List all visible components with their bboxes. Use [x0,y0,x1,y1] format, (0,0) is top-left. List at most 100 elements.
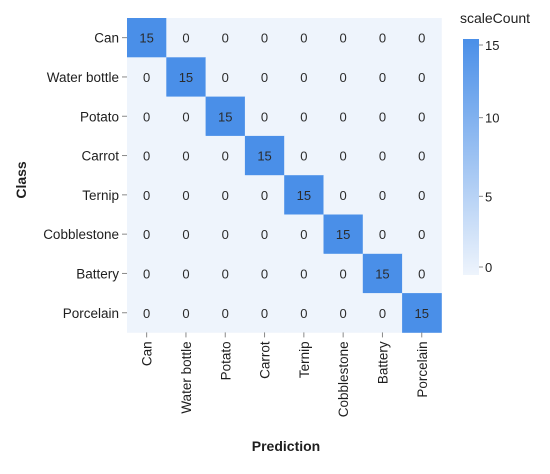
cell-value-label: 0 [261,70,268,85]
heatmap-cell [205,293,246,333]
heatmap-cell [166,18,206,58]
heatmap-cell [166,96,206,137]
heatmap-cell [362,293,403,333]
cell-value-label: 0 [143,149,150,164]
cell-value-label: 0 [340,306,347,321]
heatmap-cell [362,175,403,215]
cell-value-label: 0 [379,109,386,124]
cell-value-label: 0 [143,109,150,124]
heatmap-cell [127,18,167,58]
cell-value-label: 15 [297,188,311,203]
heatmap-cell [244,175,285,215]
cell-value-label: 0 [222,70,229,85]
cell-value-label: 0 [340,188,347,203]
heatmap-cell [284,253,324,294]
heatmap-cell [166,135,206,176]
x-tick-label: Battery [375,341,390,384]
cell-value-label: 0 [379,227,386,242]
heatmap-cell [244,293,285,333]
legend-tick-label: 10 [485,111,499,126]
cell-value-label: 0 [222,188,229,203]
heatmap-cell [323,135,364,176]
cell-value-label: 0 [261,109,268,124]
cell-value-label: 0 [261,31,268,46]
cell-value-label: 0 [182,306,189,321]
cell-value-label: 0 [143,306,150,321]
cell-value-label: 0 [340,31,347,46]
heatmap-cell [127,293,167,333]
cell-value-label: 0 [340,266,347,281]
heatmap-cell [205,18,246,58]
heatmap-cell [362,18,403,58]
cell-value-label: 0 [379,70,386,85]
y-axis: Can Water bottle Potato Carrot Ternip Cobbles… [43,31,127,321]
heatmap-cell [284,293,324,333]
heatmap-cell [127,175,167,215]
heatmap-cell [402,253,442,294]
heatmap-cell [402,135,442,176]
heatmap-cell [323,175,364,215]
cell-value-label: 0 [418,31,425,46]
y-tick-label: Ternip [82,188,119,203]
heatmap-cell [323,253,364,294]
heatmap-cell [127,253,167,294]
legend-tick-label: 5 [485,189,492,204]
heatmap-cell [127,214,167,255]
cell-value-label: 0 [182,188,189,203]
heatmap-cell [205,57,246,97]
cell-value-label: 0 [261,188,268,203]
cell-value-label: 0 [300,227,307,242]
heatmap-cell [205,96,246,137]
heatmap-cell [284,18,324,58]
x-tick-label: Carrot [258,341,273,379]
cell-value-label: 0 [418,266,425,281]
cell-value-label: 0 [340,109,347,124]
cell-value-label: 0 [300,266,307,281]
heatmap-cell [362,57,403,97]
heatmap-cell [362,253,403,294]
heatmap-cell [244,253,285,294]
cell-value-label: 0 [222,266,229,281]
heatmap-cell [362,96,403,137]
heatmap-cell [244,57,285,97]
cell-value-label: 15 [257,149,271,164]
x-tick-label: Water bottle [179,341,194,413]
heatmap-cells: 15 0 0 0 0 0 0 0 0 15 0 0 0 0 0 0 0 0 15 0 0 0 0 0 0 0 0 15 0 0 0 0 0 0 0 0… [127,18,442,333]
legend-ticks: 0 5 10 15 [479,38,499,275]
cell-value-label: 0 [222,306,229,321]
cell-value-label: 0 [418,109,425,124]
cell-value-label: 0 [418,188,425,203]
cell-value-label: 0 [143,70,150,85]
heatmap-cell [284,214,324,255]
cell-value-label: 0 [379,149,386,164]
heatmap-cell [284,175,324,215]
cell-value-label: 0 [261,227,268,242]
heatmap-cell [127,57,167,97]
heatmap-cell [205,253,246,294]
cell-value-label: 0 [300,109,307,124]
cell-value-label: 0 [143,188,150,203]
heatmap-cell [244,96,285,137]
cell-value-label: 0 [182,31,189,46]
cell-value-label: 0 [300,70,307,85]
cell-value-label: 0 [261,266,268,281]
heatmap-cell [323,293,364,333]
cell-value-label: 0 [222,31,229,46]
legend-tick-label: 15 [485,38,499,53]
heatmap-cell [244,135,285,176]
x-tick-label: Potato [218,341,233,380]
y-tick-label: Water bottle [47,70,119,85]
heatmap-cell [402,96,442,137]
cell-value-label: 0 [222,149,229,164]
cell-value-label: 0 [182,149,189,164]
cell-value-label: 15 [415,306,429,321]
heatmap-cell [323,18,364,58]
y-tick-label: Cobblestone [43,227,119,242]
heatmap-cell [402,175,442,215]
cell-value-label: 0 [418,227,425,242]
y-axis-title: Class [13,161,29,199]
heatmap-cell [244,214,285,255]
cell-value-label: 0 [340,70,347,85]
cell-value-label: 0 [182,266,189,281]
cell-value-label: 0 [300,306,307,321]
